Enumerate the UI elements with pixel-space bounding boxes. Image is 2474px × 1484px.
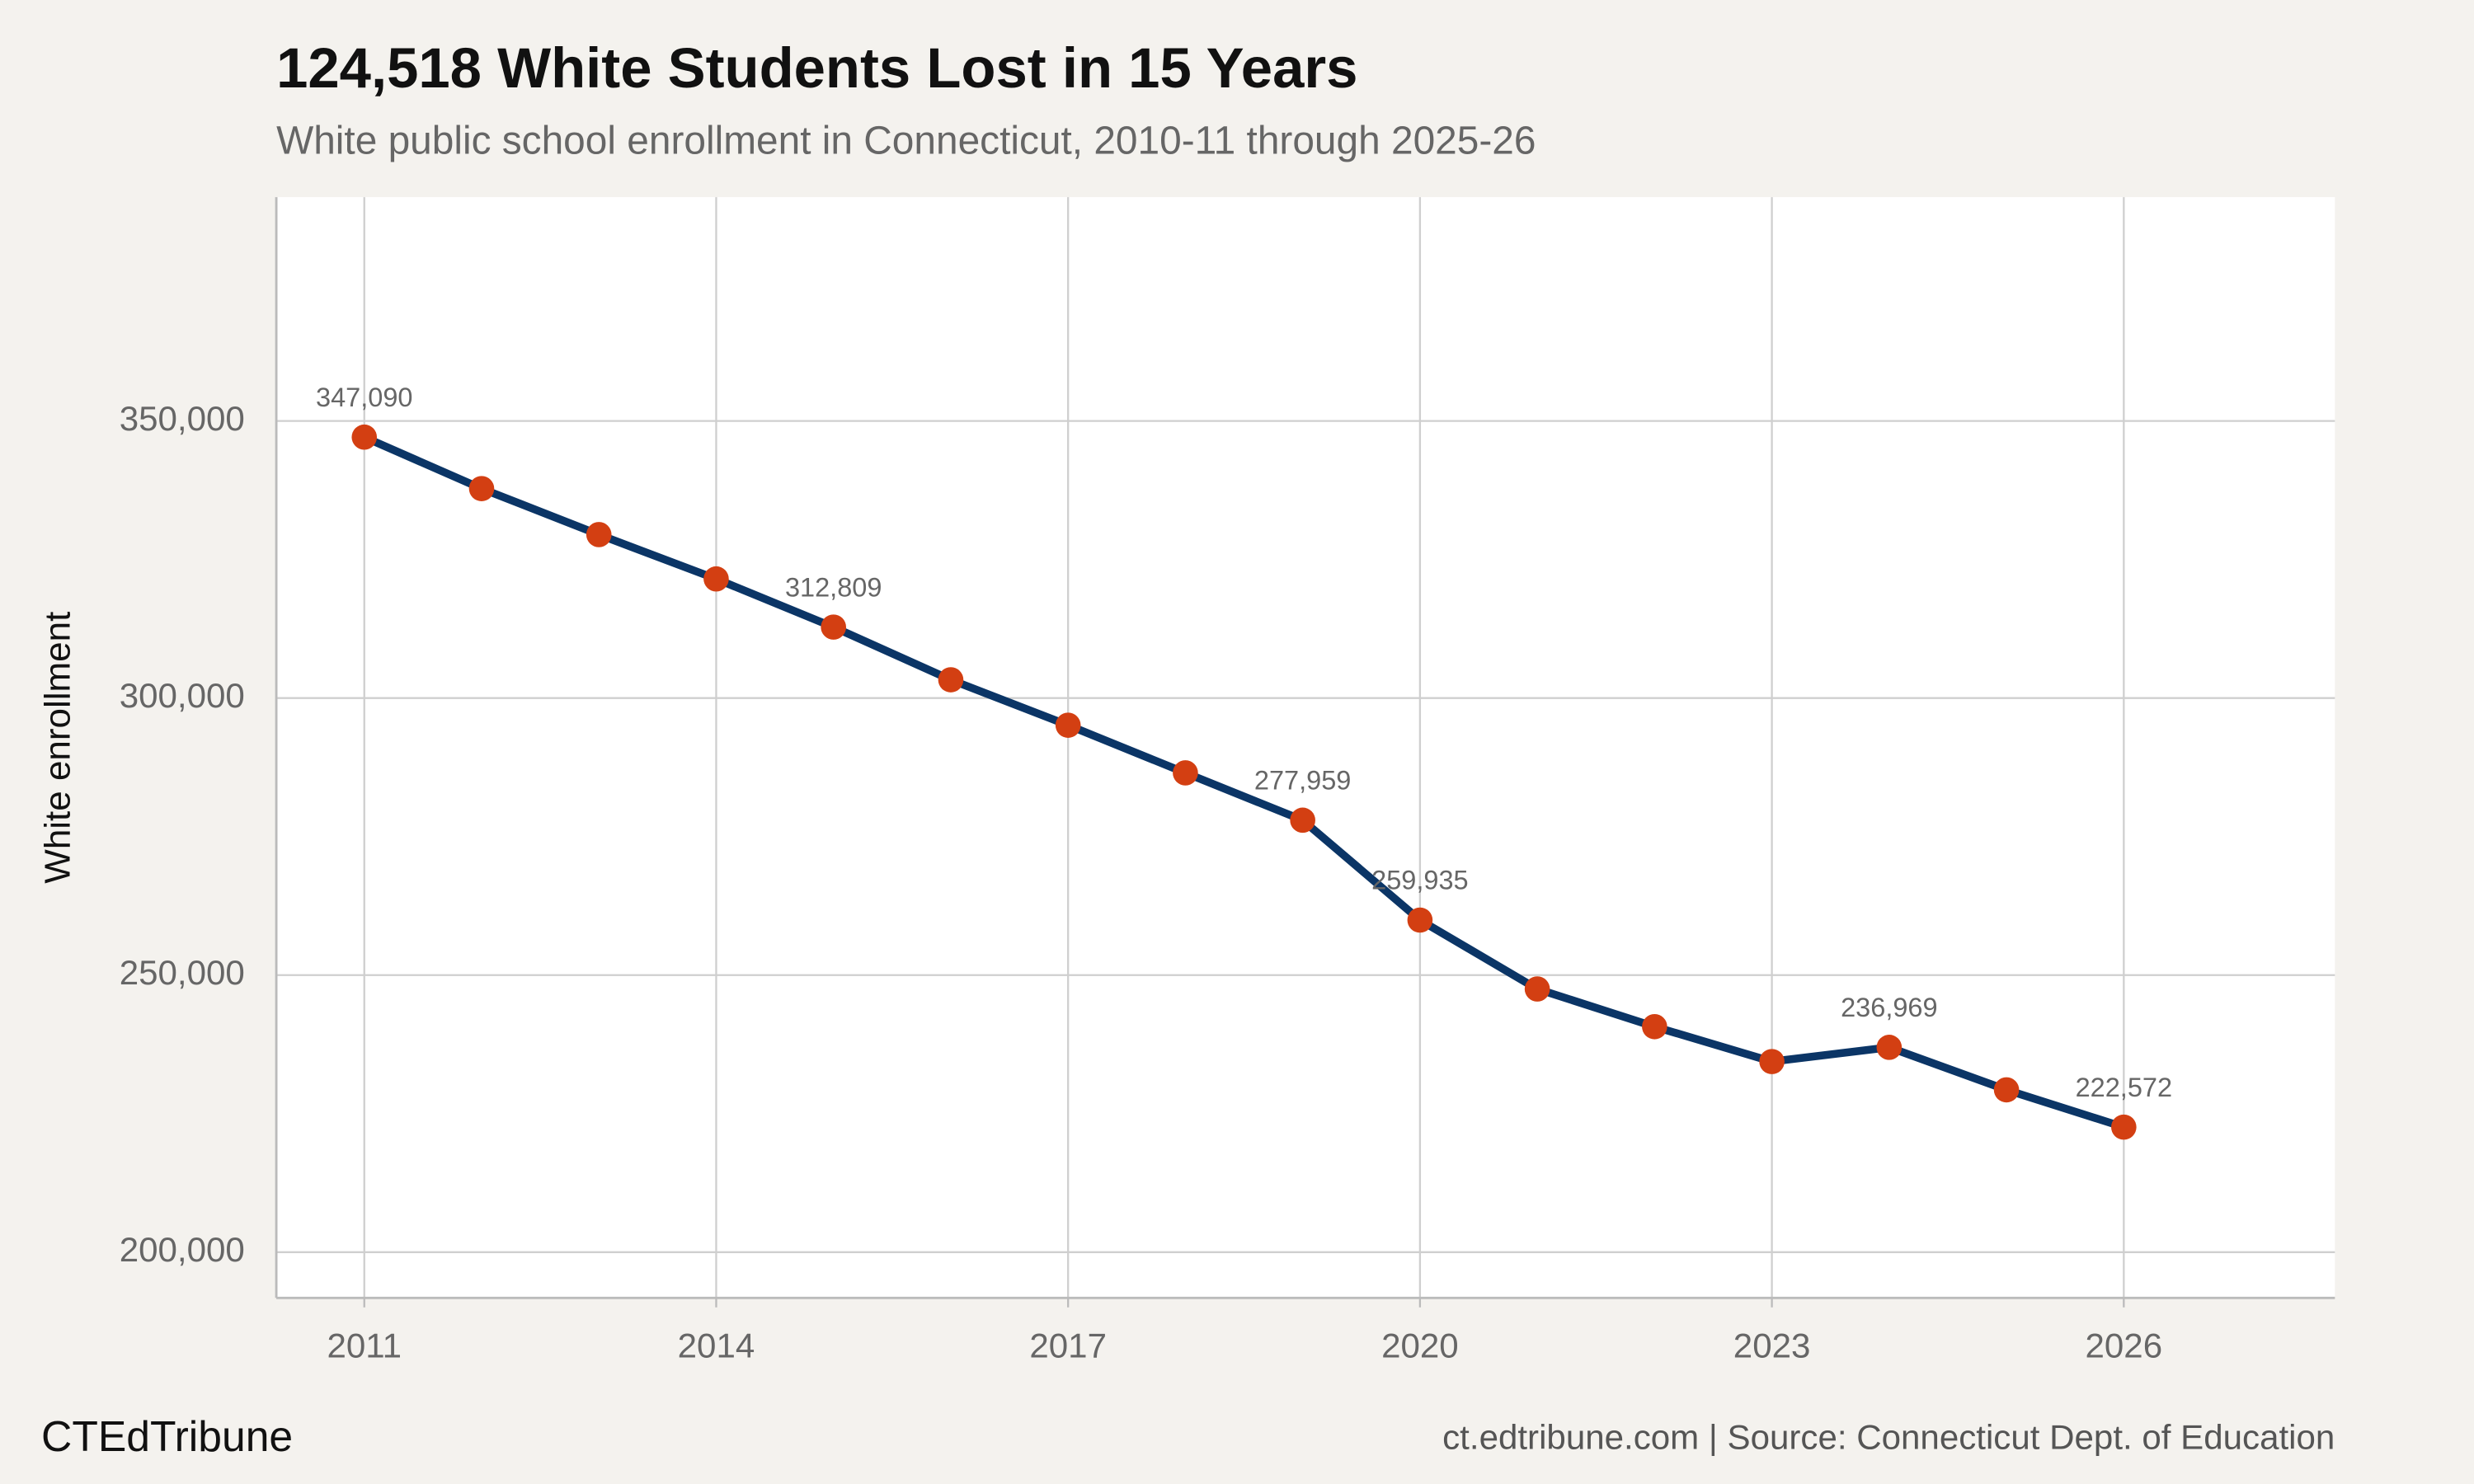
chart-subtitle: White public school enrollment in Connec… — [276, 120, 1536, 163]
source: ct.edtribune.com | Source: Connecticut D… — [1442, 1418, 2335, 1457]
point — [703, 566, 729, 592]
point — [1642, 1013, 1667, 1040]
point — [1524, 976, 1550, 1002]
x-tick-label: 2023 — [1733, 1327, 1811, 1365]
point — [351, 424, 378, 450]
x-tick-label: 2020 — [1381, 1327, 1459, 1365]
y-axis-label: White enrollment — [38, 612, 78, 884]
point — [2111, 1114, 2137, 1140]
x-tick-label: 2011 — [327, 1327, 402, 1365]
line — [362, 433, 2125, 1131]
x-tick-label: 2017 — [1029, 1327, 1107, 1365]
x-tick-label: 2014 — [678, 1327, 755, 1365]
data-label: 259,935 — [1371, 866, 1468, 895]
plot-panel — [276, 197, 2335, 1298]
data-label: 236,969 — [1841, 993, 1937, 1022]
point — [1759, 1049, 1785, 1074]
brand: CTEdTribune — [41, 1412, 293, 1460]
point — [938, 667, 964, 693]
point — [1407, 907, 1433, 933]
y-tick-label: 200,000 — [120, 1230, 245, 1269]
point — [1290, 807, 1315, 834]
point — [821, 614, 847, 640]
data-label: 347,090 — [316, 383, 412, 412]
point — [1876, 1035, 1903, 1060]
y-tick-label: 350,000 — [120, 399, 245, 438]
x-tick-label: 2026 — [2086, 1327, 2163, 1365]
data-label: 222,572 — [2076, 1073, 2172, 1102]
point — [1055, 712, 1081, 738]
point — [586, 522, 612, 547]
data-label: 277,959 — [1254, 766, 1351, 796]
point — [1993, 1077, 2020, 1103]
chart-title: 124,518 White Students Lost in 15 Years — [276, 36, 1357, 100]
point — [468, 476, 495, 501]
point — [1173, 760, 1198, 786]
y-tick-label: 300,000 — [120, 676, 245, 715]
data-label: 312,809 — [785, 572, 882, 602]
y-tick-label: 250,000 — [120, 953, 245, 992]
